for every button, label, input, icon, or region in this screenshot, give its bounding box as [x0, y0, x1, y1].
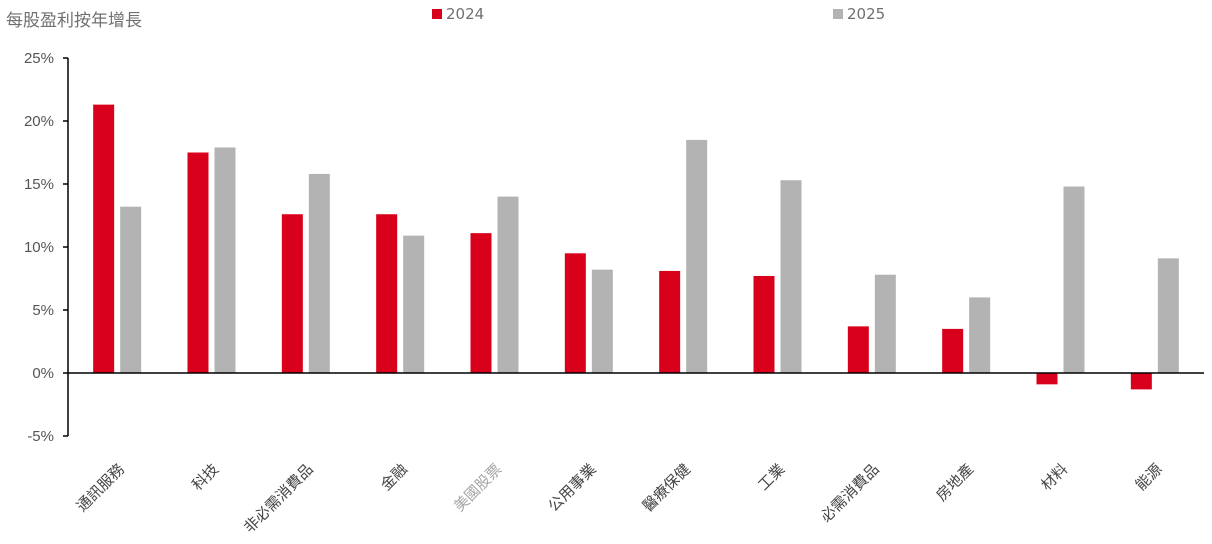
x-tick-label: 科技 — [188, 460, 222, 494]
x-tick-label: 工業 — [754, 460, 788, 494]
bar-2024 — [753, 275, 775, 373]
bar-2025 — [1157, 258, 1179, 373]
bar-2024 — [376, 214, 398, 373]
bar-2025 — [1063, 186, 1085, 373]
bar-2024 — [470, 233, 492, 373]
bar-2024 — [847, 326, 869, 373]
legend-label-2025: 2025 — [847, 5, 886, 23]
bar-2024 — [564, 253, 586, 373]
x-tick-label: 能源 — [1132, 460, 1166, 494]
bar-2025 — [969, 297, 991, 373]
bar-2024 — [1036, 373, 1058, 385]
y-tick-label: 15% — [24, 176, 54, 193]
bar-2024 — [659, 270, 681, 373]
bar-2024 — [281, 214, 303, 373]
y-tick-label: 20% — [24, 113, 54, 130]
legend-label-2024: 2024 — [446, 5, 485, 23]
bar-2025 — [497, 196, 519, 373]
x-tick-label: 必需消費品 — [817, 460, 883, 526]
x-tick-label: 材料 — [1037, 460, 1071, 494]
y-tick-label: 25% — [24, 50, 54, 67]
y-tick-label: -5% — [27, 428, 54, 445]
legend-swatch-2025 — [833, 9, 843, 19]
legend-item-2024: 2024 — [432, 5, 484, 23]
bar-2025 — [308, 173, 330, 373]
bar-2024 — [93, 104, 115, 374]
bar-2025 — [874, 274, 896, 373]
bar-2025 — [780, 180, 802, 373]
legend-swatch-2024 — [432, 9, 442, 19]
x-tick-label: 公用事業 — [544, 460, 599, 515]
bar-2024 — [187, 152, 209, 373]
x-tick-label: 通訊服務 — [73, 460, 128, 515]
bar-2025 — [120, 206, 142, 373]
y-tick-label: 5% — [32, 302, 54, 319]
bar-2024 — [1130, 373, 1152, 390]
bar-2025 — [686, 139, 708, 373]
legend-item-2025: 2025 — [833, 5, 885, 23]
bar-2025 — [214, 147, 236, 373]
y-tick-label: 10% — [24, 239, 54, 256]
bar-2024 — [942, 328, 964, 373]
x-tick-label: 金融 — [377, 460, 411, 494]
x-tick-label: 房地產 — [932, 460, 977, 505]
bar-2025 — [591, 269, 613, 373]
x-tick-label: 美國股票 — [450, 460, 505, 515]
x-tick-label: 醫療保健 — [639, 460, 694, 515]
x-tick-label: 非必需消費品 — [240, 460, 316, 536]
chart-title: 每股盈利按年增長 — [6, 11, 142, 31]
y-tick-label: 0% — [32, 365, 54, 382]
bar-2025 — [403, 235, 425, 373]
